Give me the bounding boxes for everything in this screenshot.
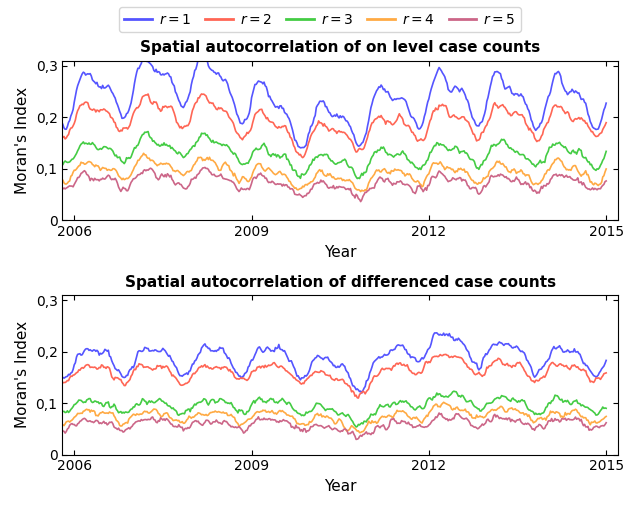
Title: Spatial autocorrelation of differenced case counts: Spatial autocorrelation of differenced c… bbox=[125, 275, 556, 290]
Title: Spatial autocorrelation of on level case counts: Spatial autocorrelation of on level case… bbox=[140, 40, 540, 55]
Y-axis label: Moran's Index: Moran's Index bbox=[15, 321, 30, 429]
X-axis label: Year: Year bbox=[324, 479, 356, 494]
Legend: $r = 1$, $r = 2$, $r = 3$, $r = 4$, $r = 5$: $r = 1$, $r = 2$, $r = 3$, $r = 4$, $r =… bbox=[119, 7, 521, 32]
Y-axis label: Moran's Index: Moran's Index bbox=[15, 87, 30, 194]
X-axis label: Year: Year bbox=[324, 245, 356, 260]
